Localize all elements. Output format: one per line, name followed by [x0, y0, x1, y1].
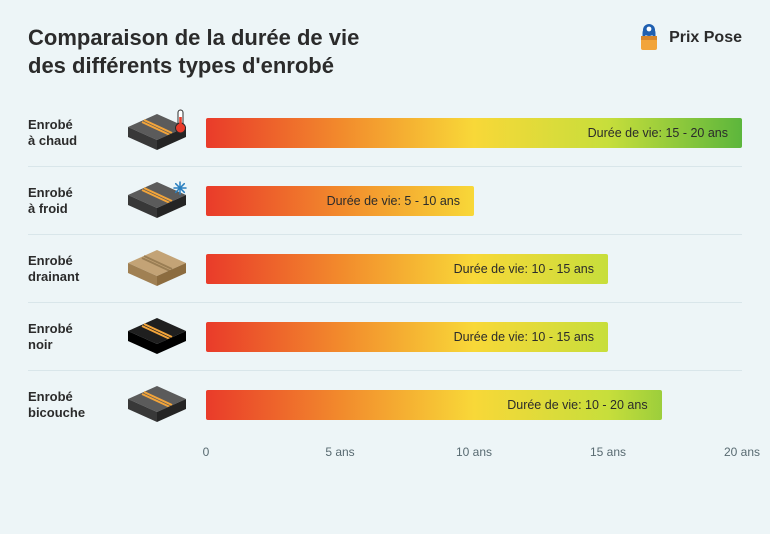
- bar-zone: Durée de vie: 10 - 15 ans: [206, 322, 742, 352]
- bar-zone: Durée de vie: 10 - 15 ans: [206, 254, 742, 284]
- paving-tile-icon: [122, 176, 192, 226]
- row-label: Enrobénoir: [28, 321, 108, 352]
- chart-row: Enrobédrainant Durée de vie: 10 - 15 ans: [28, 235, 742, 303]
- paving-tile-icon: [122, 244, 192, 294]
- chart-row: Enrobébicouche Durée de vie: 10 - 20 ans: [28, 371, 742, 439]
- chart-row: Enrobéà froid Durée de vie: 5 - 10 ans: [28, 167, 742, 235]
- bar-label: Durée de vie: 10 - 15 ans: [454, 262, 594, 276]
- bar-zone: Durée de vie: 10 - 20 ans: [206, 390, 742, 420]
- brand-icon: [635, 24, 663, 52]
- bar-zone: Durée de vie: 15 - 20 ans: [206, 118, 742, 148]
- row-label: Enrobéà chaud: [28, 117, 108, 148]
- bar-zone: Durée de vie: 5 - 10 ans: [206, 186, 742, 216]
- paving-tile-icon: [122, 108, 192, 158]
- row-label: Enrobébicouche: [28, 389, 108, 420]
- bar-label: Durée de vie: 10 - 15 ans: [454, 330, 594, 344]
- lifespan-bar: Durée de vie: 10 - 20 ans: [206, 390, 662, 420]
- paving-tile-icon: [122, 380, 192, 430]
- page-title: Comparaison de la durée de vie des diffé…: [28, 24, 359, 79]
- brand-label: Prix Pose: [669, 29, 742, 47]
- axis-tick: 5 ans: [325, 445, 354, 459]
- axis-tick: 0: [203, 445, 210, 459]
- chart-row: Enrobéà chaud Durée de vie: 15 - 20 ans: [28, 99, 742, 167]
- title-line2: des différents types d'enrobé: [28, 53, 334, 78]
- paving-tile-icon: [122, 312, 192, 362]
- bar-label: Durée de vie: 15 - 20 ans: [588, 126, 728, 140]
- axis-tick: 10 ans: [456, 445, 492, 459]
- lifespan-bar: Durée de vie: 5 - 10 ans: [206, 186, 474, 216]
- axis-tick: 15 ans: [590, 445, 626, 459]
- lifespan-bar: Durée de vie: 10 - 15 ans: [206, 322, 608, 352]
- row-label: Enrobédrainant: [28, 253, 108, 284]
- axis-tick: 20 ans: [724, 445, 760, 459]
- bar-label: Durée de vie: 10 - 20 ans: [507, 398, 647, 412]
- title-line1: Comparaison de la durée de vie: [28, 25, 359, 50]
- lifespan-bar: Durée de vie: 15 - 20 ans: [206, 118, 742, 148]
- lifespan-bar: Durée de vie: 10 - 15 ans: [206, 254, 608, 284]
- chart-axis: 05 ans10 ans15 ans20 ans: [206, 445, 742, 471]
- row-label: Enrobéà froid: [28, 185, 108, 216]
- chart-row: Enrobénoir Durée de vie: 10 - 15 ans: [28, 303, 742, 371]
- brand-logo: Prix Pose: [635, 24, 742, 52]
- chart-rows: Enrobéà chaud Durée de vie: 15 - 20 ansE…: [28, 99, 742, 439]
- bar-label: Durée de vie: 5 - 10 ans: [327, 194, 460, 208]
